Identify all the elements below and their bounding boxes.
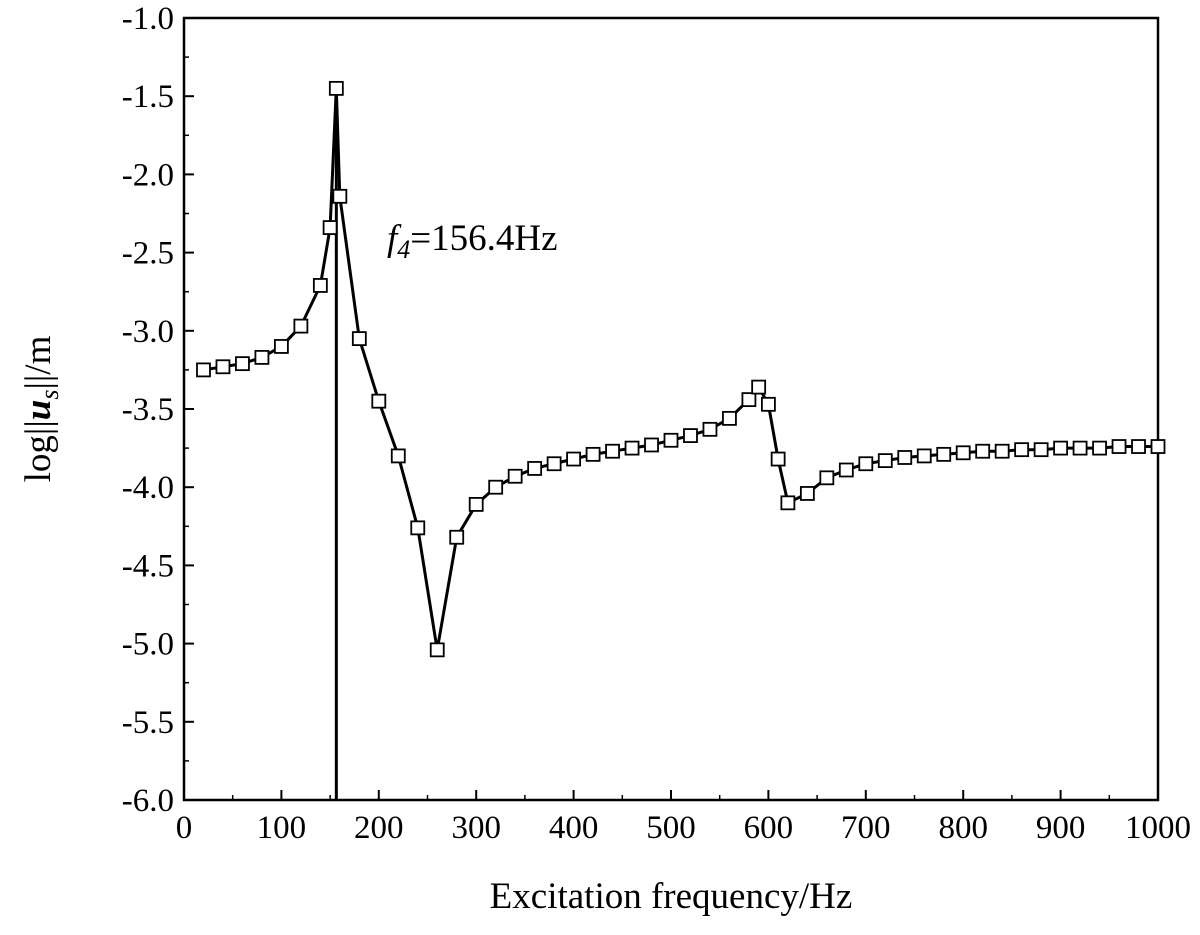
- data-point: [605, 443, 620, 459]
- data-point: [741, 392, 757, 408]
- x-axis-ticks: 0 100 200 300 400 500 600 700 800 900 1000: [176, 790, 1191, 846]
- x-tick-label: 900: [1036, 810, 1086, 846]
- x-tick-label: 1000: [1125, 810, 1191, 846]
- data-point: [936, 446, 952, 462]
- data-point: [1072, 440, 1088, 456]
- annotation-label: f4=156.4Hz: [387, 218, 558, 264]
- x-tick-label: 600: [744, 810, 794, 846]
- y-tick-label: -6.0: [122, 783, 174, 819]
- data-point: [819, 470, 835, 486]
- data-point: [1033, 442, 1049, 458]
- data-point: [761, 396, 776, 412]
- y-tick-label: -3.5: [122, 392, 174, 428]
- x-tick-label: 400: [549, 810, 599, 846]
- y-axis-title: log||us||/m: [18, 335, 64, 482]
- data-point: [527, 461, 543, 476]
- x-tick-label: 100: [257, 810, 307, 846]
- y-tick-label: -1.5: [122, 79, 174, 115]
- data-point: [877, 453, 893, 469]
- data-point: [293, 318, 309, 334]
- data-point: [770, 451, 786, 467]
- data-point: [858, 456, 874, 472]
- data-point: [215, 359, 231, 375]
- y-tick-label: -3.0: [122, 314, 174, 350]
- data-point: [235, 356, 250, 372]
- data-point: [1131, 439, 1146, 454]
- data-point: [1150, 439, 1166, 454]
- data-point: [332, 188, 348, 204]
- y-tick-label: -5.0: [122, 627, 174, 663]
- x-tick-label: 500: [646, 810, 696, 846]
- plot-frame: [182, 16, 1160, 802]
- x-tick-label: 0: [176, 810, 193, 846]
- data-point: [410, 520, 426, 536]
- data-point: [751, 379, 767, 395]
- data-point: [644, 437, 659, 453]
- data-point: [799, 486, 815, 501]
- data-point: [1092, 440, 1107, 456]
- y-tick-label: -2.5: [122, 236, 174, 272]
- data-point: [1053, 440, 1068, 456]
- data-point: [468, 497, 484, 512]
- data-point: [351, 331, 367, 347]
- data-point: [312, 278, 328, 293]
- x-axis-title: Excitation frequency/Hz: [490, 876, 853, 917]
- x-tick-label: 800: [938, 810, 988, 846]
- series-line: [203, 86, 1158, 652]
- data-point: [429, 642, 445, 658]
- data-point: [1014, 442, 1030, 458]
- x-tick-label: 200: [354, 810, 404, 846]
- data-point: [624, 440, 640, 456]
- data-point: [916, 448, 932, 464]
- data-point: [585, 446, 601, 462]
- data-point: [449, 529, 465, 545]
- data-point: [702, 421, 718, 437]
- y-tick-label: -2.0: [122, 157, 174, 193]
- y-tick-label: -4.5: [122, 548, 174, 584]
- data-point: [566, 451, 581, 467]
- data-point: [328, 80, 344, 96]
- y-tick-label: -1.0: [122, 1, 174, 37]
- data-point: [975, 443, 991, 459]
- y-axis-ticks: -1.0 -1.5 -2.0 -2.5 -3.0 -3.5 -4.0 -4.5 -5.0 -5.5…: [122, 1, 194, 819]
- data-point: [955, 445, 971, 461]
- data-point: [390, 448, 406, 464]
- data-point: [663, 432, 679, 448]
- series-layer: [203, 86, 1158, 652]
- data-point: [897, 450, 913, 465]
- data-point: [371, 393, 387, 409]
- data-point: [994, 443, 1010, 459]
- data-point: [722, 410, 737, 426]
- y-tick-label: -5.5: [122, 705, 174, 741]
- data-point: [254, 349, 270, 365]
- plot-area: 0 100 200 300 400 500 600 700 800 900 1000 -1.0-1.…: [122, 1, 1191, 846]
- y-tick-label: -4.0: [122, 470, 174, 506]
- data-point: [273, 339, 289, 354]
- data-point: [488, 479, 504, 495]
- data-point: [780, 495, 796, 511]
- data-point: [683, 428, 698, 443]
- x-tick-label: 300: [451, 810, 501, 846]
- data-point: [196, 362, 211, 378]
- data-point: [838, 462, 854, 478]
- data-point: [1111, 439, 1127, 454]
- data-point: [546, 456, 562, 472]
- data-point: [507, 468, 523, 484]
- marker-layer: [196, 80, 1166, 658]
- data-point: [322, 220, 338, 235]
- x-tick-label: 700: [841, 810, 891, 846]
